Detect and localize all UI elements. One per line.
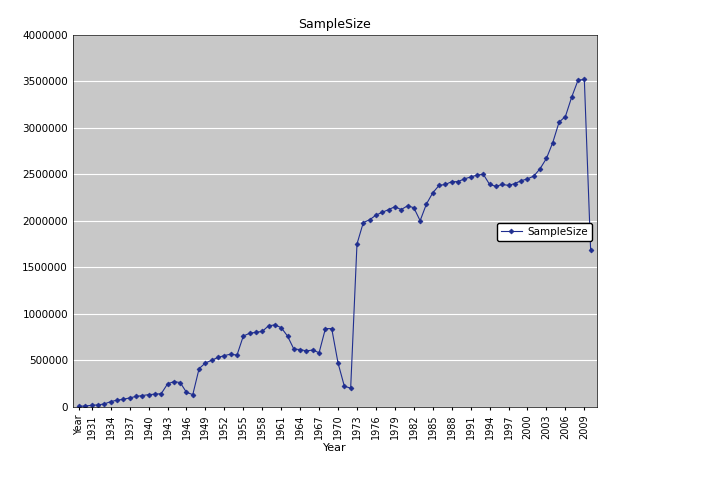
SampleSize <box>486 182 494 187</box>
SampleSize <box>472 172 481 178</box>
SampleSize <box>580 76 589 82</box>
Legend: SampleSize: SampleSize <box>496 223 592 241</box>
Title: SampleSize: SampleSize <box>298 18 371 31</box>
X-axis label: Year: Year <box>323 443 347 453</box>
SampleSize <box>586 248 595 253</box>
SampleSize <box>314 350 323 356</box>
Line: SampleSize: SampleSize <box>77 77 593 408</box>
SampleSize <box>75 403 84 409</box>
SampleSize <box>194 366 203 372</box>
SampleSize <box>220 353 229 359</box>
SampleSize <box>214 355 223 361</box>
